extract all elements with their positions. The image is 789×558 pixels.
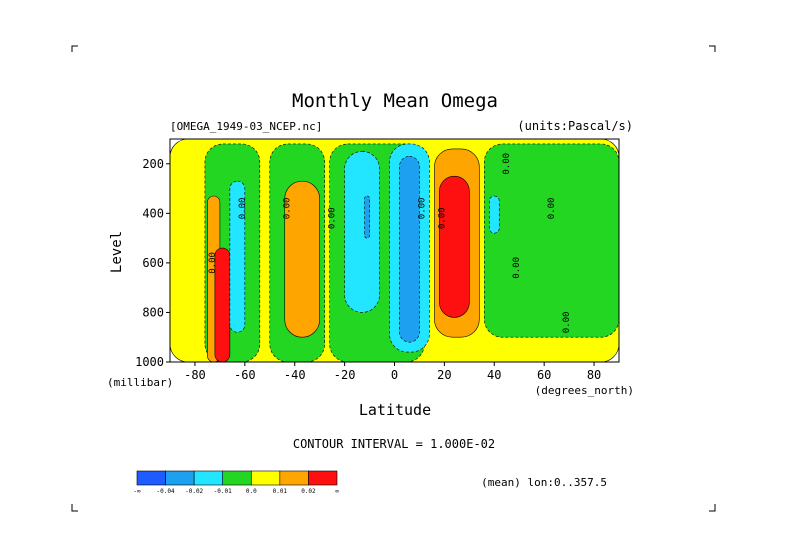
- colorbar-swatch-3: [222, 470, 252, 486]
- x-tick-label-1: -60: [234, 368, 256, 382]
- colorbar-label-4: 0.0: [246, 488, 257, 495]
- corner-mark-bottom-right: [709, 504, 716, 512]
- contour-label-1: 0.00: [238, 198, 248, 220]
- contour-region-8: [284, 180, 320, 338]
- x-tick-label-6: 40: [487, 368, 501, 382]
- contour-label-2: 0.00: [283, 198, 293, 220]
- contour-region-9: [344, 151, 380, 313]
- colorbar-swatch-2: [193, 470, 224, 486]
- x-tick-label-8: 80: [587, 368, 601, 382]
- axes: -80 -60 -40 -20 0 20 40 60 80 1000 800 600 400 200: [135, 138, 620, 382]
- contour-label-9: 0.00: [562, 312, 572, 334]
- y-tick-label-0: 1000: [135, 355, 164, 369]
- x-tick-label-3: -20: [334, 368, 356, 382]
- contour-label-6: 0.00: [502, 153, 512, 175]
- contour-label-3: 0.00: [328, 207, 338, 229]
- colorbar-label-1: -0.04: [157, 488, 175, 495]
- contour-label-8: 0.00: [547, 198, 557, 220]
- contour-region-15: [488, 195, 500, 234]
- contour-label-4: 0.00: [417, 198, 427, 220]
- x-tick-label-0: -80: [184, 368, 206, 382]
- colorbar-swatch-5: [279, 470, 309, 486]
- corner-marks: [71, 45, 716, 512]
- colorbar: -∞ -0.04 -0.02 -0.01 0.0 0.01 0.02 ∞: [133, 470, 339, 495]
- colorbar-swatch-1: [165, 470, 195, 486]
- contour-region-12: [399, 156, 420, 343]
- contour-label-5: 0.00: [437, 207, 447, 229]
- colorbar-label-3: -0.01: [214, 488, 232, 495]
- plot-area: 0.00 0.00 0.00 0.00 0.00 0.00 0.00 0.00 0.00 0.00: [169, 138, 620, 363]
- colorbar-swatch-6: [308, 470, 338, 486]
- colorbar-label-0: -∞: [133, 488, 141, 495]
- colorbar-label-2: -0.02: [185, 488, 203, 495]
- x-axis-unit: (degrees_north): [535, 384, 634, 397]
- y-tick-label-4: 200: [142, 157, 164, 171]
- chart-title: Monthly Mean Omega: [292, 90, 498, 112]
- contour-interval-text: CONTOUR INTERVAL = 1.000E-02: [293, 437, 495, 451]
- colorbar-label-6: 0.02: [301, 488, 316, 495]
- colorbar-swatch-0: [136, 470, 166, 486]
- y-tick-label-1: 800: [142, 305, 164, 319]
- y-tick-label-3: 400: [142, 206, 164, 220]
- x-tick-label-7: 60: [537, 368, 551, 382]
- colorbar-swatch-4: [250, 470, 281, 486]
- corner-mark-bottom-left: [71, 504, 78, 512]
- colorbar-label-7: ∞: [335, 488, 339, 495]
- contour-region-14: [439, 175, 470, 318]
- contour-region-7: [229, 180, 246, 333]
- x-tick-label-5: 20: [437, 368, 451, 382]
- contour-label-7: 0.00: [512, 257, 522, 279]
- x-tick-label-4: 0: [391, 368, 398, 382]
- contour-region-10: [364, 195, 370, 239]
- contour-label-0: 0.00: [208, 252, 218, 274]
- y-tick-label-2: 600: [142, 256, 164, 270]
- y-axis-unit: (millibar): [107, 376, 173, 389]
- x-tick-label-2: -40: [284, 368, 306, 382]
- footnote-text: (mean) lon:0..357.5: [481, 476, 607, 489]
- chart-subtitle-right: (units:Pascal/s): [517, 119, 633, 133]
- y-axis-label: Level: [109, 231, 125, 273]
- x-axis-label: Latitude: [359, 401, 431, 419]
- colorbar-label-5: 0.01: [273, 488, 288, 495]
- corner-mark-top-right: [709, 45, 716, 52]
- chart-subtitle-left: [OMEGA_1949-03_NCEP.nc]: [170, 120, 322, 133]
- corner-mark-top-left: [71, 45, 78, 52]
